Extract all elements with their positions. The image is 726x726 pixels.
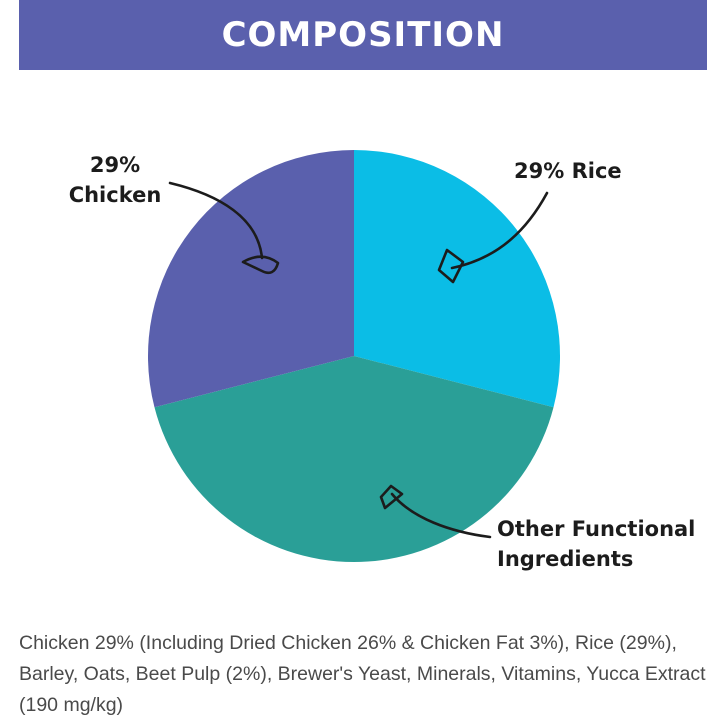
- other-arrowhead: [379, 484, 404, 510]
- pie-slices: [148, 150, 560, 563]
- chicken-slice-label: 29% Chicken: [50, 150, 180, 210]
- page-title: COMPOSITION: [221, 15, 505, 55]
- other-ingredients-slice-label: Other Functional Ingredients: [497, 517, 696, 571]
- ingredients-text: Chicken 29% (Including Dried Chicken 26%…: [19, 632, 706, 716]
- header-banner: COMPOSITION: [19, 0, 707, 70]
- rice-slice-label: 29% Rice: [514, 159, 622, 183]
- pie-slice-rice: [354, 150, 560, 408]
- other-arrow: [390, 492, 492, 539]
- annotation-arrows: [168, 181, 549, 539]
- rice-arrowhead: [437, 248, 465, 284]
- pie-slice-other-functional-ingredients: [154, 356, 554, 563]
- pie-slice-chicken: [148, 150, 354, 408]
- chicken-name: Chicken: [68, 183, 162, 207]
- rice-arrow: [450, 191, 549, 270]
- chicken-arrowhead: [241, 255, 280, 275]
- chicken-percent: 29%: [89, 153, 141, 177]
- chicken-arrow: [168, 181, 264, 260]
